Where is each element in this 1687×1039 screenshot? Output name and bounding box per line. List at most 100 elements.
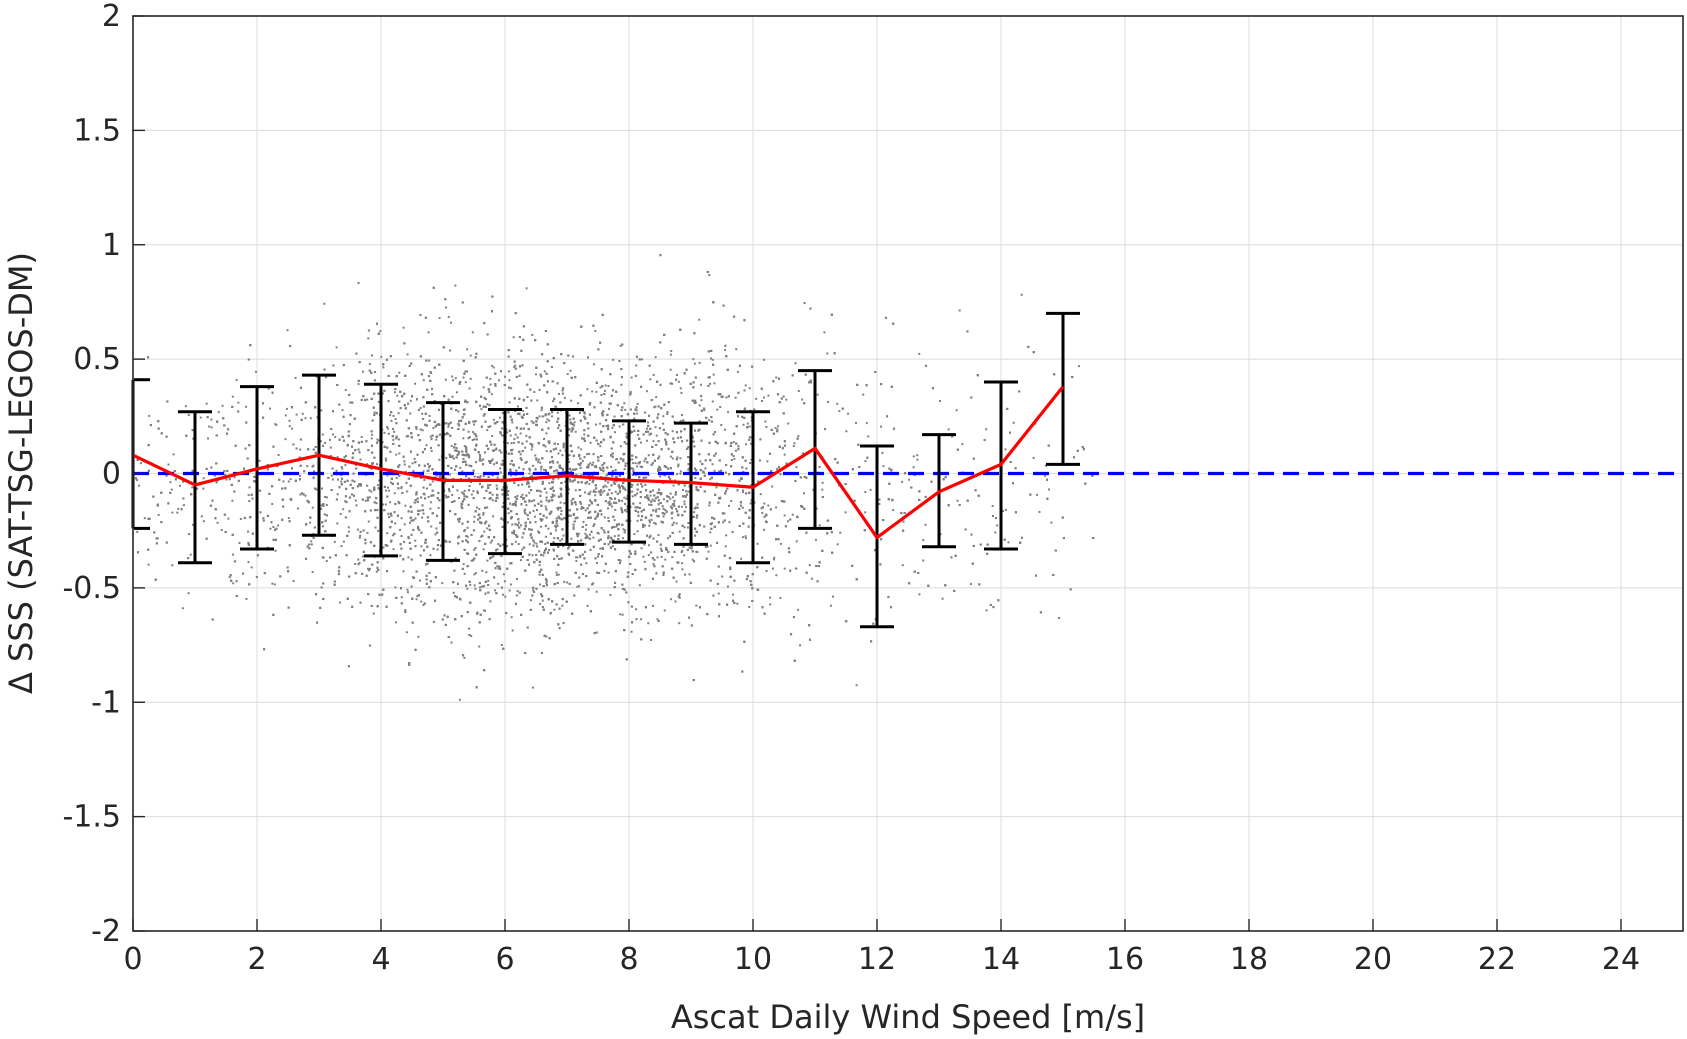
- scatter-point: [511, 523, 514, 526]
- scatter-point: [604, 479, 607, 482]
- scatter-point: [570, 499, 573, 502]
- scatter-point: [355, 504, 358, 507]
- scatter-point: [393, 391, 396, 394]
- scatter-point: [402, 570, 405, 573]
- scatter-point: [444, 378, 447, 381]
- scatter-point: [426, 562, 429, 565]
- scatter-point: [528, 491, 531, 494]
- scatter-point: [721, 575, 724, 578]
- scatter-point: [419, 579, 422, 582]
- scatter-point: [501, 411, 504, 414]
- scatter-point: [434, 533, 437, 536]
- scatter-point: [287, 517, 290, 520]
- scatter-point: [245, 597, 248, 600]
- scatter-point: [486, 429, 489, 432]
- scatter-point: [744, 384, 747, 387]
- scatter-point: [271, 502, 274, 505]
- scatter-point: [373, 411, 376, 414]
- scatter-point: [427, 469, 430, 472]
- scatter-point: [561, 467, 564, 470]
- scatter-point: [507, 490, 510, 493]
- scatter-point: [643, 460, 646, 463]
- scatter-point: [619, 445, 622, 448]
- scatter-point: [652, 604, 655, 607]
- scatter-point: [388, 489, 391, 492]
- scatter-point: [539, 461, 542, 464]
- scatter-point: [312, 470, 315, 473]
- scatter-point: [480, 535, 483, 538]
- scatter-point: [370, 467, 373, 470]
- scatter-point: [310, 540, 313, 543]
- scatter-point: [613, 415, 616, 418]
- scatter-point: [377, 529, 380, 532]
- scatter-point: [432, 426, 435, 429]
- scatter-point: [985, 609, 988, 612]
- scatter-point: [672, 484, 675, 487]
- scatter-point: [284, 438, 287, 441]
- scatter-point: [552, 495, 555, 498]
- scatter-point: [640, 358, 643, 361]
- scatter-point: [646, 421, 649, 424]
- scatter-point: [304, 417, 307, 420]
- scatter-point: [575, 559, 578, 562]
- scatter-point: [480, 408, 483, 411]
- scatter-point: [398, 452, 401, 455]
- scatter-point: [656, 618, 659, 621]
- scatter-point: [328, 438, 331, 441]
- scatter-point: [704, 467, 707, 470]
- scatter-point: [167, 463, 170, 466]
- scatter-point: [556, 411, 559, 414]
- scatter-point: [839, 531, 842, 534]
- scatter-point: [470, 559, 473, 562]
- scatter-point: [593, 489, 596, 492]
- scatter-point: [669, 455, 672, 458]
- scatter-point: [532, 464, 535, 467]
- scatter-point: [285, 407, 288, 410]
- scatter-point: [473, 432, 476, 435]
- scatter-point: [502, 475, 505, 478]
- scatter-point: [922, 539, 925, 542]
- scatter-point: [336, 456, 339, 459]
- scatter-point: [608, 500, 611, 503]
- scatter-point: [448, 490, 451, 493]
- scatter-point: [764, 420, 767, 423]
- scatter-point: [511, 629, 514, 632]
- scatter-point: [802, 452, 805, 455]
- scatter-point: [503, 580, 506, 583]
- scatter-point: [445, 431, 448, 434]
- scatter-point: [773, 556, 776, 559]
- scatter-point: [599, 445, 602, 448]
- scatter-point: [517, 521, 520, 524]
- scatter-point: [795, 540, 798, 543]
- scatter-point: [336, 522, 339, 525]
- scatter-point: [392, 414, 395, 417]
- scatter-point: [422, 379, 425, 382]
- scatter-point: [662, 415, 665, 418]
- scatter-point: [473, 515, 476, 518]
- scatter-point: [528, 543, 531, 546]
- scatter-point: [961, 443, 964, 446]
- scatter-point: [239, 518, 242, 521]
- scatter-point: [592, 582, 595, 585]
- scatter-point: [635, 409, 638, 412]
- scatter-point: [286, 329, 289, 332]
- scatter-point: [291, 427, 294, 430]
- scatter-point: [491, 474, 494, 477]
- scatter-point: [497, 379, 500, 382]
- scatter-point: [467, 430, 470, 433]
- scatter-point: [642, 555, 645, 558]
- scatter-point: [640, 618, 643, 621]
- scatter-point: [451, 375, 454, 378]
- scatter-point: [544, 543, 547, 546]
- scatter-point: [658, 455, 661, 458]
- scatter-point: [478, 453, 481, 456]
- scatter-point: [191, 486, 194, 489]
- scatter-point: [651, 498, 654, 501]
- scatter-point: [908, 478, 911, 481]
- scatter-point: [540, 409, 543, 412]
- scatter-point: [390, 419, 393, 422]
- scatter-point: [492, 463, 495, 466]
- scatter-point: [693, 511, 696, 514]
- scatter-point: [594, 329, 597, 332]
- scatter-point: [468, 435, 471, 438]
